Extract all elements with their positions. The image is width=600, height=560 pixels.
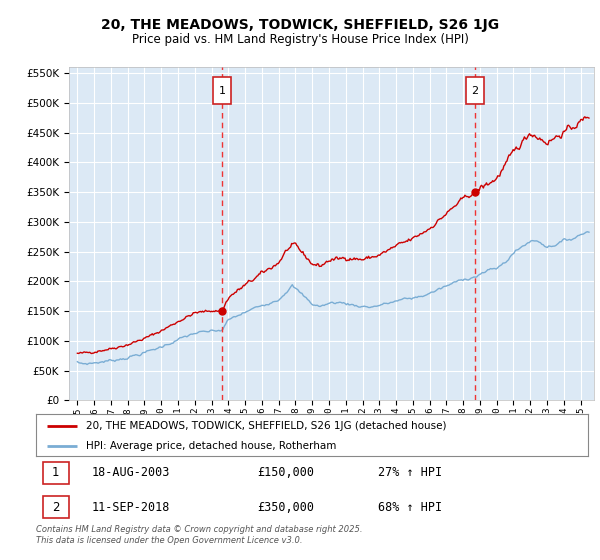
FancyBboxPatch shape bbox=[43, 461, 69, 484]
Text: 2: 2 bbox=[52, 501, 59, 514]
Text: £150,000: £150,000 bbox=[257, 466, 314, 479]
Text: 11-SEP-2018: 11-SEP-2018 bbox=[91, 501, 170, 514]
Text: HPI: Average price, detached house, Rotherham: HPI: Average price, detached house, Roth… bbox=[86, 441, 336, 451]
Text: 18-AUG-2003: 18-AUG-2003 bbox=[91, 466, 170, 479]
Text: 1: 1 bbox=[52, 466, 59, 479]
Text: £350,000: £350,000 bbox=[257, 501, 314, 514]
Text: 2: 2 bbox=[472, 86, 478, 96]
Text: 20, THE MEADOWS, TODWICK, SHEFFIELD, S26 1JG: 20, THE MEADOWS, TODWICK, SHEFFIELD, S26… bbox=[101, 18, 499, 32]
Text: 68% ↑ HPI: 68% ↑ HPI bbox=[378, 501, 442, 514]
FancyBboxPatch shape bbox=[43, 496, 69, 519]
Text: 27% ↑ HPI: 27% ↑ HPI bbox=[378, 466, 442, 479]
FancyBboxPatch shape bbox=[466, 77, 484, 104]
Text: Price paid vs. HM Land Registry's House Price Index (HPI): Price paid vs. HM Land Registry's House … bbox=[131, 32, 469, 46]
Text: 1: 1 bbox=[218, 86, 226, 96]
FancyBboxPatch shape bbox=[213, 77, 232, 104]
Text: Contains HM Land Registry data © Crown copyright and database right 2025.
This d: Contains HM Land Registry data © Crown c… bbox=[36, 525, 362, 545]
Text: 20, THE MEADOWS, TODWICK, SHEFFIELD, S26 1JG (detached house): 20, THE MEADOWS, TODWICK, SHEFFIELD, S26… bbox=[86, 421, 446, 431]
